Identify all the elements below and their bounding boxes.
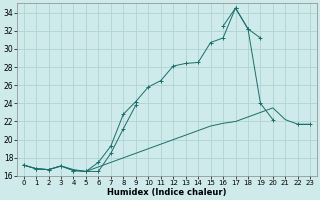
X-axis label: Humidex (Indice chaleur): Humidex (Indice chaleur) <box>107 188 227 197</box>
